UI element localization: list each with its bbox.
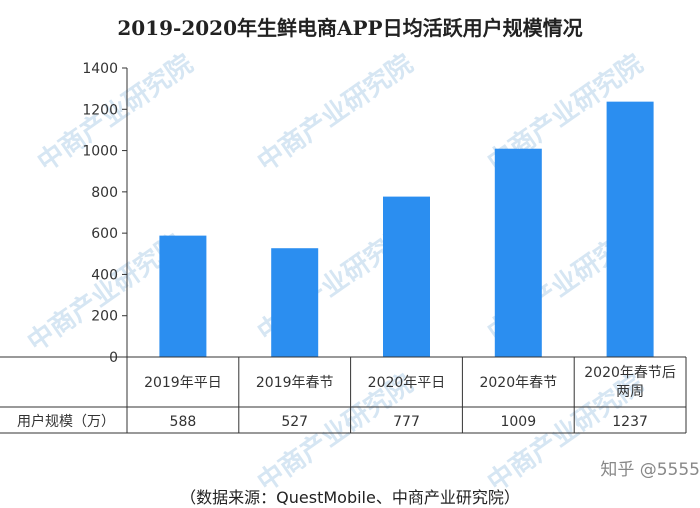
- bar-layer: [159, 101, 654, 357]
- y-tick-label: 600: [91, 226, 118, 242]
- bar: [606, 101, 654, 357]
- data-table: 2019年平日 2019年春节 2020年平日 2020年春节 2020年春节后两周 58…: [0, 356, 687, 434]
- y-tick-label: 200: [91, 309, 118, 325]
- category-label: 2020年春节: [479, 375, 557, 391]
- y-tick-label: 1000: [82, 144, 118, 160]
- site-watermark: 知乎 @5555: [600, 460, 700, 480]
- category-label: 2019年平日: [144, 375, 222, 391]
- table-value: 527: [281, 414, 308, 430]
- table-value: 777: [393, 414, 420, 430]
- category-label: 2020年春节后两周: [584, 365, 676, 400]
- watermark-text: 中商产业研究院: [252, 48, 419, 178]
- category-label-line: 2019年平日: [144, 375, 222, 391]
- category-label-line: 2020年春节后: [584, 365, 676, 381]
- y-tick-label: 0: [109, 350, 118, 366]
- category-label-line: 2019年春节: [256, 375, 334, 391]
- source-note: （数据来源：QuestMobile、中商产业研究院）: [180, 488, 520, 507]
- bar: [383, 196, 430, 357]
- bar: [159, 235, 207, 357]
- axis-layer: 0 200 400 600 800 1000 1200 1400: [82, 61, 128, 433]
- bar: [494, 148, 542, 357]
- category-label: 2019年春节: [256, 375, 334, 391]
- category-label: 2020年平日: [368, 375, 446, 391]
- table-value: 1237: [612, 414, 648, 430]
- chart-title: 2019-2020年生鲜电商APP日均活跃用户规模情况: [117, 16, 583, 40]
- y-tick-label: 1200: [82, 102, 118, 118]
- table-value: 588: [170, 414, 197, 430]
- table-value: 1009: [500, 414, 536, 430]
- y-tick-label: 800: [91, 185, 118, 201]
- category-label-line: 两周: [616, 384, 644, 400]
- category-label-line: 2020年春节: [479, 375, 557, 391]
- y-tick-label: 1400: [82, 61, 118, 77]
- y-tick-label: 400: [91, 267, 118, 283]
- category-label-line: 2020年平日: [368, 375, 446, 391]
- table-row-label: 用户规模（万）: [17, 413, 115, 430]
- bar: [271, 248, 319, 357]
